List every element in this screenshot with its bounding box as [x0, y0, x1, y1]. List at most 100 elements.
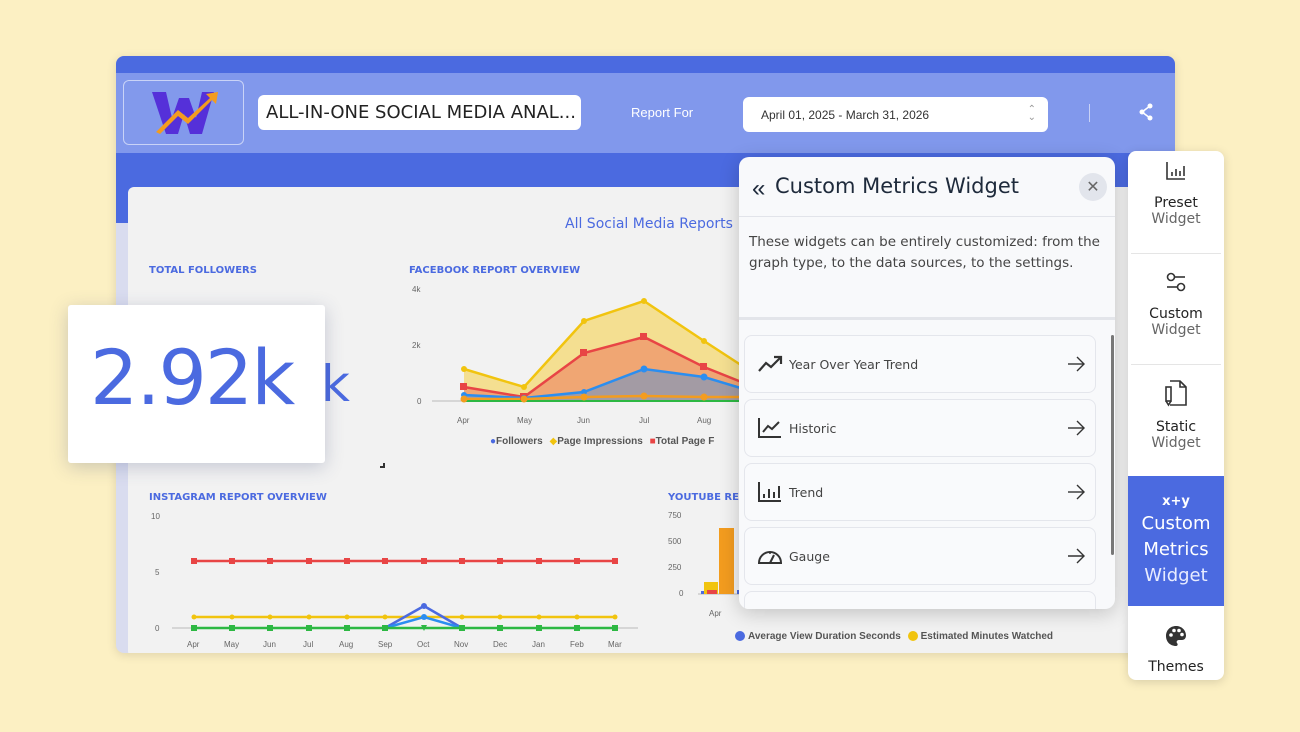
- gauge-icon: [757, 551, 783, 564]
- custom-metrics-panel: « Custom Metrics Widget ✕ These widgets …: [739, 157, 1115, 609]
- bar-chart-icon: [758, 482, 781, 502]
- date-range-select[interactable]: April 01, 2025 - March 31, 2026 ⌃ ⌄: [743, 97, 1048, 132]
- instagram-chart-title: INSTAGRAM REPORT OVERVIEW: [149, 492, 327, 503]
- panel-title: Custom Metrics Widget: [775, 174, 1019, 198]
- widget-type-label: Year Over Year Trend: [789, 356, 919, 372]
- kpi-ghost-suffix: k: [321, 355, 350, 413]
- side-item-static-widget[interactable]: Static Widget: [1128, 379, 1224, 451]
- ig-x-tick: Dec: [493, 640, 508, 649]
- yt-y-tick: 750: [668, 511, 682, 520]
- widget-type-list: Year Over Year Trend Historic Trend Gaug…: [744, 335, 1096, 609]
- side-item-custom-widget[interactable]: Custom Widget: [1128, 271, 1224, 338]
- arrow-right-icon: [1068, 548, 1085, 564]
- arrow-right-icon: [1068, 420, 1085, 436]
- widget-type-label: Historic: [789, 420, 837, 436]
- arrow-right-icon: [1068, 484, 1085, 500]
- w-growth-logo-icon: [151, 91, 218, 134]
- fb-x-tick: Jun: [577, 416, 590, 425]
- line-chart-icon: [758, 418, 781, 438]
- total-followers-card[interactable]: 2.92k: [68, 305, 325, 463]
- legend-page-impressions[interactable]: Page Impressions: [557, 436, 643, 447]
- ig-y-tick: 0: [155, 624, 160, 633]
- trending-up-icon: [758, 355, 783, 372]
- side-item-sublabel: Widget: [1144, 565, 1208, 586]
- bar-chart-icon: [1166, 162, 1185, 180]
- share-icon[interactable]: [1138, 103, 1154, 121]
- fb-y-tick: 2k: [412, 341, 421, 350]
- ig-x-tick: Jan: [532, 640, 545, 649]
- ig-x-tick: Jun: [263, 640, 276, 649]
- ig-x-tick: Apr: [187, 640, 200, 649]
- updown-chevron-icon: ⌃ ⌄: [1027, 104, 1036, 123]
- panel-description: These widgets can be entirely customized…: [749, 234, 1100, 271]
- ig-x-tick: Aug: [339, 640, 354, 649]
- widget-type-more[interactable]: [744, 591, 1096, 609]
- fb-x-tick: Jul: [639, 416, 650, 425]
- header-divider: [1089, 104, 1090, 122]
- ig-x-tick: Feb: [570, 640, 584, 649]
- ig-x-tick: Sep: [378, 640, 393, 649]
- fb-y-tick: 0: [417, 397, 422, 406]
- header: ALL-IN-ONE SOCIAL MEDIA ANAL... Report F…: [116, 73, 1175, 153]
- legend-followers[interactable]: Followers: [496, 436, 543, 447]
- total-followers-value: 2.92k: [90, 333, 295, 422]
- sliders-icon: [1166, 272, 1186, 292]
- top-bar: [116, 56, 1175, 73]
- resize-handle-icon[interactable]: [380, 463, 385, 468]
- youtube-chart-title: YOUTUBE REPO: [668, 492, 755, 503]
- yt-x-tick: Apr: [709, 609, 722, 618]
- side-item-custom-metrics-widget[interactable]: x+y Custom Metrics Widget: [1128, 476, 1224, 606]
- facebook-area-chart: [432, 298, 748, 403]
- side-item-label: Metrics: [1143, 539, 1209, 560]
- total-followers-title: TOTAL FOLLOWERS: [149, 265, 257, 276]
- widget-type-gauge[interactable]: Gauge: [744, 527, 1096, 585]
- widget-side-menu: Preset Widget Custom Widget Static Widge…: [1128, 151, 1224, 680]
- side-item-sublabel: Widget: [1151, 322, 1201, 338]
- legend-avg-view-duration[interactable]: Average View Duration Seconds: [748, 631, 901, 642]
- double-chevron-left-icon[interactable]: «: [752, 175, 766, 202]
- report-title-input[interactable]: ALL-IN-ONE SOCIAL MEDIA ANAL...: [258, 95, 581, 130]
- side-item-themes[interactable]: Themes: [1128, 625, 1224, 675]
- date-range-value: April 01, 2025 - March 31, 2026: [761, 107, 930, 122]
- widget-type-label: Gauge: [789, 548, 830, 564]
- instagram-line-chart: [172, 558, 638, 631]
- side-item-label: Custom: [1141, 513, 1211, 534]
- yt-y-tick: 0: [679, 589, 684, 598]
- ig-x-tick: Oct: [417, 640, 430, 649]
- side-item-sublabel: Widget: [1151, 435, 1201, 451]
- side-item-preset-widget[interactable]: Preset Widget: [1128, 161, 1224, 227]
- widget-type-year-over-year[interactable]: Year Over Year Trend: [744, 335, 1096, 393]
- ig-x-tick: May: [224, 640, 240, 649]
- ig-y-tick: 10: [151, 512, 160, 521]
- facebook-chart-title: FACEBOOK REPORT OVERVIEW: [409, 265, 581, 276]
- yt-y-tick: 500: [668, 537, 682, 546]
- panel-header: « Custom Metrics Widget ✕: [739, 157, 1115, 217]
- youtube-bar-chart: [698, 528, 748, 595]
- ig-x-tick: Jul: [303, 640, 314, 649]
- side-item-label: Custom: [1149, 306, 1203, 322]
- legend-estimated-minutes[interactable]: Estimated Minutes Watched: [920, 631, 1054, 642]
- close-button[interactable]: ✕: [1079, 173, 1107, 201]
- arrow-right-icon: [1068, 356, 1085, 372]
- yt-y-tick: 250: [668, 563, 682, 572]
- fb-x-tick: May: [517, 416, 533, 425]
- logo[interactable]: [123, 80, 244, 145]
- widget-type-historic[interactable]: Historic: [744, 399, 1096, 457]
- ig-x-tick: Nov: [454, 640, 469, 649]
- widget-type-trend[interactable]: Trend: [744, 463, 1096, 521]
- legend-total-page[interactable]: Total Page F: [655, 436, 715, 447]
- close-icon: ✕: [1086, 179, 1100, 196]
- document-pen-icon: [1165, 380, 1187, 407]
- fb-x-tick: Aug: [697, 416, 712, 425]
- fb-x-tick: Apr: [457, 416, 470, 425]
- yt-legend: Average View Duration Seconds Estimated …: [735, 631, 1053, 642]
- ig-y-tick: 5: [155, 568, 160, 577]
- panel-scrollbar[interactable]: [1111, 335, 1114, 555]
- content-title: All Social Media Reports: [565, 216, 733, 232]
- side-item-label: Preset: [1154, 195, 1198, 211]
- side-item-label: Static: [1155, 419, 1197, 435]
- report-for-label: Report For: [631, 105, 694, 120]
- panel-divider: [739, 317, 1115, 320]
- fb-legend: ●Followers ◆Page Impressions ■Total Page…: [490, 436, 715, 447]
- palette-icon: [1166, 626, 1186, 646]
